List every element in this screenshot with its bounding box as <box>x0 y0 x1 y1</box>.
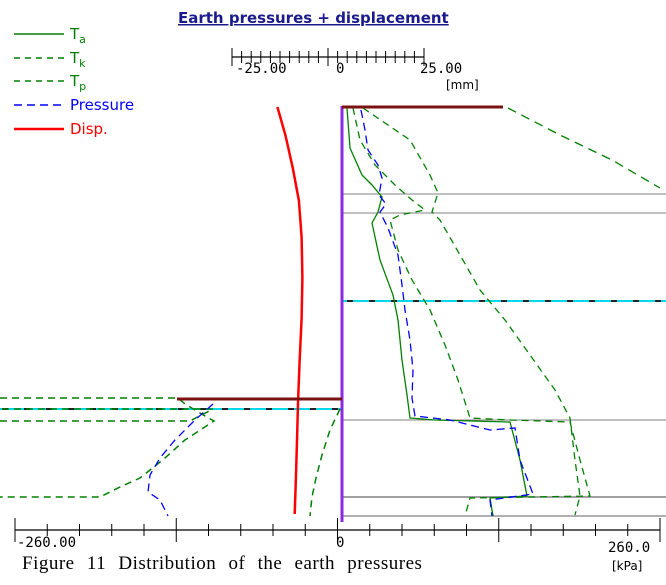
disp-unit-label: [mm] <box>446 78 479 92</box>
pressure-tick-label-min: -260.00 <box>17 535 76 551</box>
left-tp-curve <box>0 408 214 422</box>
legend-label-pressure: Pressure <box>70 96 134 114</box>
right-ta-curve <box>346 107 528 517</box>
pressure-tick-label-zero: 0 <box>336 535 344 551</box>
pressure-tick-label-max: 260.0 <box>608 540 650 556</box>
displacement-axis: -25.00 0 25.00 [mm] <box>231 48 479 92</box>
legend-label-disp: Disp. <box>70 120 108 138</box>
legend-label-tp: Tp <box>69 72 86 93</box>
disp-tick-label-min: -25.00 <box>236 61 287 77</box>
displacement-axis-ticks <box>231 48 425 66</box>
legend-label-tk: Tk <box>69 49 86 70</box>
displacement-curve <box>276 106 304 515</box>
right-tk-curve <box>352 107 591 517</box>
disp-tick-label-max: 25.00 <box>420 61 462 77</box>
pressure-unit-label: [kPa] <box>612 559 642 573</box>
chart-title: Earth pressures + displacement <box>178 9 449 27</box>
layer-boundaries <box>343 193 666 517</box>
disp-tick-label-zero: 0 <box>336 61 344 77</box>
figure-caption: Figure 11 Distribution of the earth pres… <box>22 553 423 574</box>
left-pressure-curve <box>147 403 214 517</box>
legend: Ta Tk Tp Pressure Disp. <box>14 25 134 138</box>
legend-label-ta: Ta <box>69 25 86 46</box>
right-tp-top-curve <box>507 107 661 189</box>
left-pressure-curves <box>0 397 341 517</box>
pressure-axis-ticks <box>14 518 661 542</box>
left-ta-curve <box>309 408 341 517</box>
right-tp-curve <box>362 107 581 516</box>
right-pressure-curves <box>346 107 661 517</box>
pressure-axis: -260.00 0 260.0 [kPa] <box>14 518 661 573</box>
left-tk-curve <box>0 397 216 498</box>
wall <box>177 105 503 522</box>
right-pressure-curve <box>360 109 534 517</box>
